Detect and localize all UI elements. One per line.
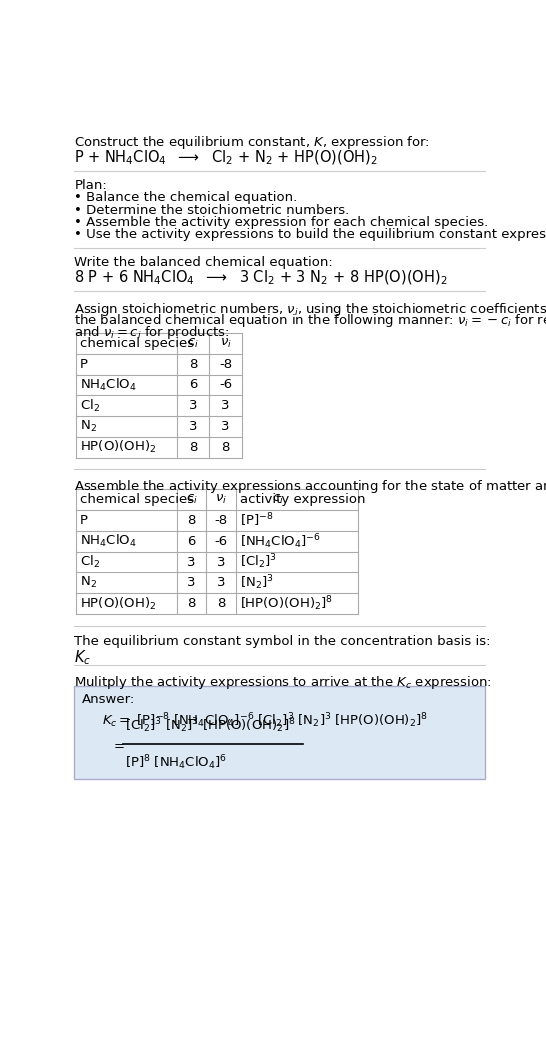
Text: chemical species: chemical species — [80, 493, 194, 506]
Text: 3: 3 — [217, 556, 225, 569]
Text: NH$_4$ClO$_4$: NH$_4$ClO$_4$ — [80, 533, 136, 550]
Text: Mulitply the activity expressions to arrive at the $K_c$ expression:: Mulitply the activity expressions to arr… — [74, 674, 492, 691]
Text: -8: -8 — [219, 358, 232, 370]
Text: $c_i$: $c_i$ — [187, 337, 199, 350]
Text: -6: -6 — [219, 379, 232, 391]
Text: 8: 8 — [189, 441, 197, 454]
Text: Answer:: Answer: — [82, 692, 135, 706]
Text: 8: 8 — [187, 514, 195, 526]
Text: 8: 8 — [187, 597, 195, 610]
Text: $c_i$: $c_i$ — [271, 493, 283, 506]
Text: Cl$_2$: Cl$_2$ — [80, 398, 100, 414]
Text: 3: 3 — [187, 576, 195, 590]
Text: P + NH$_4$ClO$_4$  $\longrightarrow$  Cl$_2$ + N$_2$ + HP(O)(OH)$_2$: P + NH$_4$ClO$_4$ $\longrightarrow$ Cl$_… — [74, 148, 378, 167]
Text: chemical species: chemical species — [80, 337, 194, 350]
Text: N$_2$: N$_2$ — [80, 419, 97, 434]
Text: $=$: $=$ — [111, 737, 125, 751]
Text: Cl$_2$: Cl$_2$ — [80, 554, 100, 570]
Text: [P]$^8$ [NH$_4$ClO$_4$]$^6$: [P]$^8$ [NH$_4$ClO$_4$]$^6$ — [125, 753, 227, 772]
Text: and $\nu_i = c_i$ for products:: and $\nu_i = c_i$ for products: — [74, 324, 230, 341]
Text: 8: 8 — [217, 597, 225, 610]
Text: Assign stoichiometric numbers, $\nu_i$, using the stoichiometric coefficients, $: Assign stoichiometric numbers, $\nu_i$, … — [74, 301, 546, 318]
Text: [HP(O)(OH)$_2$]$^8$: [HP(O)(OH)$_2$]$^8$ — [240, 594, 334, 613]
Text: N$_2$: N$_2$ — [80, 575, 97, 591]
Text: 8: 8 — [189, 358, 197, 370]
Text: NH$_4$ClO$_4$: NH$_4$ClO$_4$ — [80, 377, 136, 392]
Text: 3: 3 — [187, 556, 195, 569]
Text: the balanced chemical equation in the following manner: $\nu_i = -c_i$ for react: the balanced chemical equation in the fo… — [74, 312, 546, 329]
Text: • Assemble the activity expression for each chemical species.: • Assemble the activity expression for e… — [74, 216, 489, 229]
Text: [NH$_4$ClO$_4$]$^{-6}$: [NH$_4$ClO$_4$]$^{-6}$ — [240, 532, 321, 551]
FancyBboxPatch shape — [74, 687, 485, 779]
Text: Write the balanced chemical equation:: Write the balanced chemical equation: — [74, 256, 333, 269]
Text: $K_c = $ [P]$^{-8}$ [NH$_4$ClO$_4$]$^{-6}$ [Cl$_2$]$^3$ [N$_2$]$^3$ [HP(O)(OH)$_: $K_c = $ [P]$^{-8}$ [NH$_4$ClO$_4$]$^{-6… — [102, 711, 428, 730]
Text: 3: 3 — [189, 420, 197, 433]
Text: $\nu_i$: $\nu_i$ — [215, 493, 227, 506]
Text: P: P — [80, 514, 88, 526]
Text: P: P — [80, 358, 88, 370]
Text: [Cl$_2$]$^3$: [Cl$_2$]$^3$ — [240, 553, 277, 572]
Text: -6: -6 — [215, 535, 228, 548]
Text: HP(O)(OH)$_2$: HP(O)(OH)$_2$ — [80, 596, 156, 612]
Text: 3: 3 — [217, 576, 225, 590]
Text: $c_i$: $c_i$ — [186, 493, 198, 506]
Text: [N$_2$]$^3$: [N$_2$]$^3$ — [240, 574, 274, 592]
Text: Plan:: Plan: — [74, 179, 107, 192]
Text: [P]$^{-8}$: [P]$^{-8}$ — [240, 512, 274, 530]
Text: HP(O)(OH)$_2$: HP(O)(OH)$_2$ — [80, 439, 156, 456]
Text: • Use the activity expressions to build the equilibrium constant expression.: • Use the activity expressions to build … — [74, 228, 546, 242]
Text: The equilibrium constant symbol in the concentration basis is:: The equilibrium constant symbol in the c… — [74, 635, 491, 648]
Text: 3: 3 — [221, 399, 230, 413]
Text: $K_c$: $K_c$ — [74, 648, 92, 667]
Text: 8 P + 6 NH$_4$ClO$_4$  $\longrightarrow$  3 Cl$_2$ + 3 N$_2$ + 8 HP(O)(OH)$_2$: 8 P + 6 NH$_4$ClO$_4$ $\longrightarrow$ … — [74, 268, 448, 287]
Text: 3: 3 — [189, 399, 197, 413]
Text: Construct the equilibrium constant, $K$, expression for:: Construct the equilibrium constant, $K$,… — [74, 134, 430, 151]
Text: • Determine the stoichiometric numbers.: • Determine the stoichiometric numbers. — [74, 204, 349, 216]
Text: -8: -8 — [215, 514, 228, 526]
Text: 6: 6 — [187, 535, 195, 548]
Text: 6: 6 — [189, 379, 197, 391]
Text: [Cl$_2$]$^3$ [N$_2$]$^3$ [HP(O)(OH)$_2$]$^8$: [Cl$_2$]$^3$ [N$_2$]$^3$ [HP(O)(OH)$_2$]… — [125, 716, 295, 735]
Text: activity expression: activity expression — [240, 493, 366, 506]
Text: • Balance the chemical equation.: • Balance the chemical equation. — [74, 191, 298, 205]
Text: $\nu_i$: $\nu_i$ — [219, 337, 232, 350]
Text: 3: 3 — [221, 420, 230, 433]
Text: 8: 8 — [221, 441, 230, 454]
Text: Assemble the activity expressions accounting for the state of matter and $\nu_i$: Assemble the activity expressions accoun… — [74, 479, 546, 496]
